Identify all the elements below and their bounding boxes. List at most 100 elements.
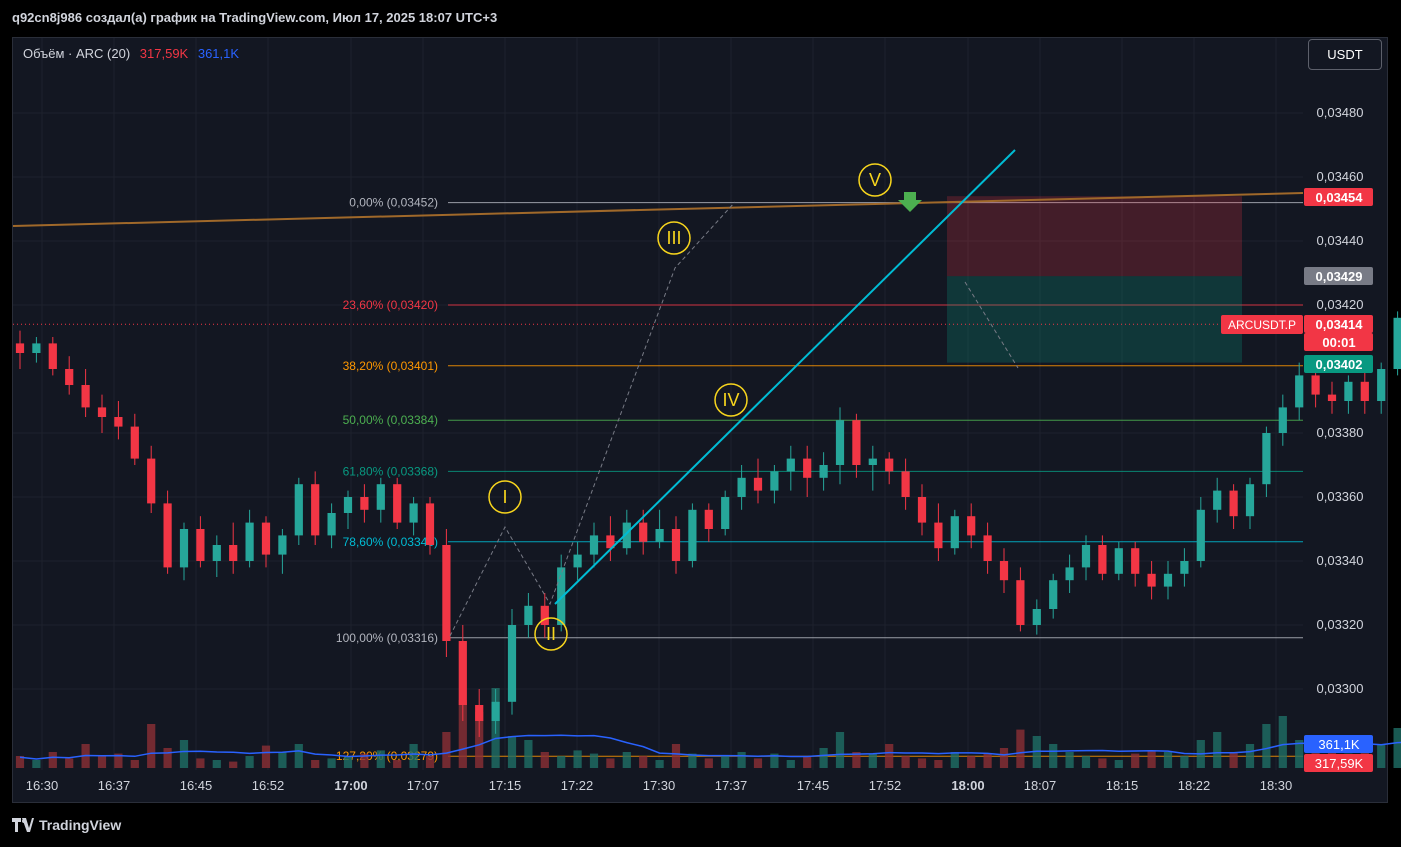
volume-bar (622, 752, 631, 768)
candle-body (770, 471, 779, 491)
candle-body (507, 625, 517, 702)
candle-body (1327, 394, 1337, 401)
candle-body (655, 529, 664, 542)
candle-body (1131, 548, 1140, 574)
volume-bar (327, 758, 336, 768)
candle-body (589, 535, 599, 555)
candle-body (491, 701, 500, 721)
y-tick-label: 0,03340 (1317, 553, 1364, 568)
candle-body (311, 484, 320, 536)
price-label: 0,03429 (1316, 269, 1363, 284)
wave-path (449, 201, 736, 637)
candle-body (1311, 375, 1320, 395)
candle-body (32, 343, 41, 353)
volume-bar (1163, 752, 1173, 768)
candle-body (950, 516, 959, 549)
volume-bar (507, 736, 517, 768)
candle-body (1278, 407, 1287, 433)
volume-bar (934, 760, 943, 768)
volume-bar (425, 756, 435, 768)
volume-bar (1016, 729, 1025, 768)
volume-bar (1180, 756, 1189, 768)
volume-bar (179, 740, 189, 768)
candle-body (48, 343, 57, 369)
y-tick-label: 0,03380 (1317, 425, 1364, 440)
candle-body (229, 545, 238, 561)
wave-label-circle (657, 221, 691, 255)
volume-bar (606, 758, 615, 768)
y-axis: 0,03480 0,03460 0,03440 0,03420 0,03380 0,033… (1317, 105, 1364, 696)
tradingview-logo[interactable]: TradingView (12, 817, 121, 833)
candle-body (803, 458, 812, 478)
price-label-bg (1304, 754, 1373, 772)
volume-bar (786, 760, 795, 768)
candle-body (1393, 317, 1401, 369)
candle-body (885, 458, 894, 472)
volume-bar (753, 758, 763, 768)
candle-body (1213, 490, 1222, 510)
fib-level-label: 100,00% (0,03316) (336, 631, 438, 645)
volume-bar (1065, 752, 1074, 768)
candle-body (901, 471, 910, 497)
candle-body (1114, 548, 1123, 574)
volume-bar (721, 756, 730, 768)
volume-bar (294, 744, 303, 768)
volume-bar (32, 760, 41, 768)
volume-bar (1098, 758, 1107, 768)
volume-bar (229, 761, 238, 768)
tradingview-logo-icon (12, 818, 34, 832)
volume-bar (1147, 750, 1156, 768)
drawings (12, 149, 1304, 637)
symbol-tag-bg (1221, 315, 1303, 334)
symbol-tag: ARCUSDT.P (1228, 318, 1296, 332)
fib-retracement: 0,00% (0,03452) 23,60% (0,03420) 38,20% (0… (336, 196, 1303, 763)
candle-body (1262, 433, 1271, 485)
candle-body (1295, 375, 1304, 408)
candle-body (868, 458, 877, 465)
candle-body (852, 420, 861, 465)
candle-body (15, 343, 25, 353)
volume-bar (524, 740, 533, 768)
candle-body (688, 509, 697, 561)
candle-body (179, 529, 189, 568)
candle-body (540, 605, 549, 625)
candle-body (934, 522, 943, 549)
volume-bar (589, 753, 599, 768)
price-label: 317,59K (1315, 756, 1364, 771)
candle-body (130, 426, 139, 459)
y-tick-label: 0,03460 (1317, 169, 1364, 184)
wave-label: I (502, 487, 507, 507)
candle-body (81, 385, 90, 408)
volume-bar (1114, 760, 1123, 768)
currency-button[interactable]: USDT (1308, 39, 1382, 70)
x-tick-label: 17:45 (797, 778, 830, 793)
candles (15, 311, 1401, 737)
price-label: 0,03414 (1316, 317, 1364, 332)
candle-body (983, 535, 992, 561)
volume-bar (737, 752, 746, 768)
x-tick-label: 17:30 (643, 778, 676, 793)
candle-body (65, 369, 74, 385)
volume-bar (245, 756, 254, 768)
wave-label: II (546, 624, 556, 644)
volume-bar (688, 753, 697, 768)
volume-bar (1295, 740, 1304, 768)
candle-body (671, 529, 681, 561)
price-label: 00:01 (1322, 335, 1355, 350)
candle-body (721, 497, 730, 529)
volume-bar (983, 753, 992, 768)
volume-bar (540, 752, 549, 768)
y-tick-label: 0,03320 (1317, 617, 1364, 632)
candle-body (1098, 545, 1107, 574)
volume-bar (819, 748, 828, 768)
wave-label-circle (858, 163, 892, 197)
x-tick-label: 17:15 (489, 778, 522, 793)
candle-body (294, 484, 303, 536)
candle-body (1163, 573, 1173, 587)
volume-bar (15, 756, 25, 768)
price-label-bg (1304, 267, 1373, 285)
volume-bar (1081, 756, 1091, 768)
y-tick-label: 0,03300 (1317, 681, 1364, 696)
